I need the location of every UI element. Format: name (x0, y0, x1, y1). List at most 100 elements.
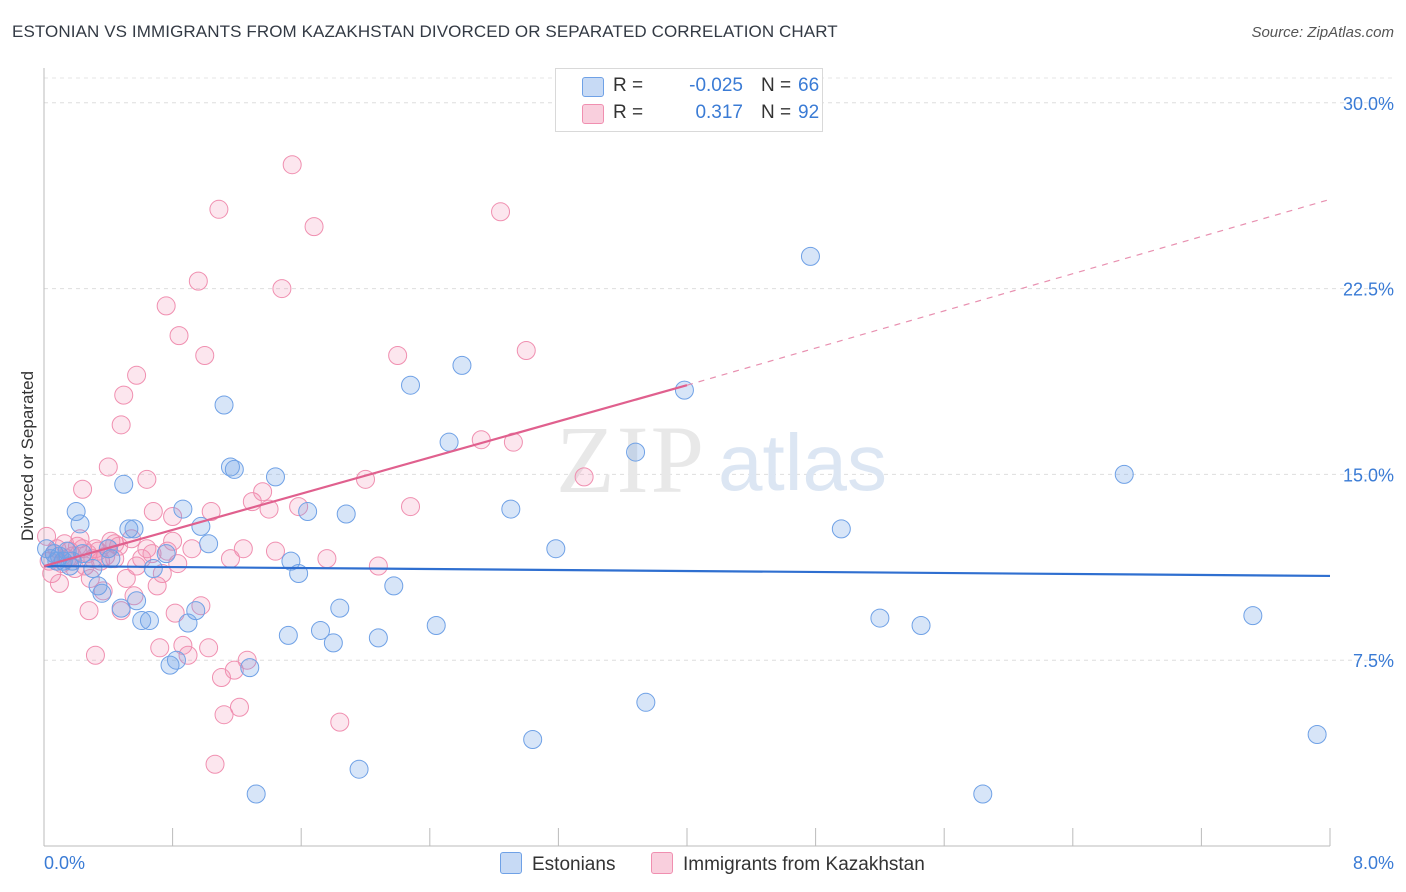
data-point-estonians (523, 729, 543, 749)
data-point-kazakhstan (114, 385, 134, 405)
data-point-kazakhstan (304, 217, 324, 237)
data-point-estonians (240, 658, 260, 678)
data-point-kazakhstan (229, 697, 249, 717)
data-point-kazakhstan (214, 705, 234, 725)
y-axis-label: Divorced or Separated (18, 371, 37, 541)
data-point-estonians (111, 598, 131, 618)
data-point-estonians (119, 519, 139, 539)
trend-line-kazakhstan-projection (686, 198, 1331, 386)
data-point-kazakhstan (156, 296, 176, 316)
data-point-estonians (156, 544, 176, 564)
data-point-kazakhstan (317, 549, 337, 569)
stats-legend: R = -0.025 N = 66 R = 0.317 N = 92 (555, 68, 823, 132)
y-tick-label: 22.5% (1343, 280, 1394, 300)
data-point-estonians (178, 613, 198, 633)
data-point-kazakhstan (205, 754, 225, 774)
data-point-estonians (224, 459, 244, 479)
data-point-estonians (384, 576, 404, 596)
data-point-kazakhstan (188, 271, 208, 291)
chart-source: Source: ZipAtlas.com (1251, 24, 1394, 41)
series-estonians-points (37, 246, 1327, 804)
legend-label-estonians: Estonians (532, 854, 616, 875)
data-point-estonians (114, 474, 134, 494)
data-point-estonians (143, 559, 163, 579)
legend-item-estonians[interactable]: Estonians (500, 852, 615, 876)
data-point-estonians (1307, 725, 1327, 745)
data-point-estonians (166, 650, 186, 670)
legend-n-value: 92 (798, 102, 820, 123)
data-point-estonians (70, 514, 90, 534)
data-point-estonians (127, 591, 147, 611)
watermark-atlas: atlas (718, 418, 887, 507)
gridlines (44, 77, 1394, 661)
data-point-estonians (139, 611, 159, 631)
data-point-kazakhstan (388, 345, 408, 365)
data-point-estonians (132, 611, 152, 631)
data-point-kazakhstan (209, 199, 229, 219)
data-point-kazakhstan (401, 497, 421, 517)
data-point-estonians (973, 784, 993, 804)
data-point-estonians (278, 625, 298, 645)
series-kazakhstan-points (37, 155, 594, 774)
data-point-kazakhstan (163, 531, 183, 551)
data-point-estonians (191, 516, 211, 536)
data-point-kazakhstan (253, 482, 273, 502)
y-tick-label: 7.5% (1353, 651, 1394, 671)
data-point-estonians (83, 559, 103, 579)
data-point-estonians (66, 502, 86, 522)
data-point-estonians (101, 549, 121, 569)
data-point-estonians (281, 551, 301, 571)
data-point-estonians (173, 499, 193, 519)
data-point-estonians (92, 583, 112, 603)
data-point-kazakhstan (150, 638, 170, 658)
data-point-kazakhstan (199, 638, 219, 658)
data-point-estonians (870, 608, 890, 628)
data-point-kazakhstan (165, 603, 185, 623)
data-point-kazakhstan (289, 497, 309, 517)
data-point-estonians (674, 380, 694, 400)
data-point-estonians (501, 499, 521, 519)
data-point-kazakhstan (152, 563, 172, 583)
data-point-estonians (626, 442, 646, 462)
legend-swatch-estonians (582, 77, 604, 97)
data-point-kazakhstan (224, 660, 244, 680)
tick-labels: 7.5% 15.0% 22.5% 30.0% 0.0% 8.0% (44, 94, 1394, 873)
data-point-kazakhstan (330, 712, 350, 732)
data-point-estonians (368, 628, 388, 648)
y-tick-label: 30.0% (1343, 94, 1394, 114)
data-point-estonians (186, 601, 206, 621)
data-point-kazakhstan (98, 457, 118, 477)
data-point-estonians (1243, 606, 1263, 626)
data-point-estonians (1114, 464, 1134, 484)
y-tick-label: 15.0% (1343, 465, 1394, 485)
data-point-estonians (439, 432, 459, 452)
legend-n-value: 66 (798, 75, 820, 96)
legend-r-value: 0.317 (695, 102, 743, 123)
data-point-kazakhstan (201, 502, 221, 522)
axes (43, 68, 1331, 847)
data-point-estonians (349, 759, 369, 779)
data-point-kazakhstan (124, 586, 144, 606)
data-point-estonians (124, 519, 144, 539)
data-point-estonians (800, 246, 820, 266)
legend-swatch-kazakhstan (582, 104, 604, 124)
data-point-kazakhstan (282, 155, 302, 175)
legend-r-label: R = (613, 102, 644, 123)
data-point-estonians (636, 692, 656, 712)
data-point-kazakhstan (574, 467, 594, 487)
data-point-estonians (401, 375, 421, 395)
data-point-kazakhstan (73, 479, 93, 499)
data-point-kazakhstan (142, 544, 162, 564)
data-point-estonians (214, 395, 234, 415)
data-point-estonians (911, 616, 931, 636)
data-point-kazakhstan (137, 469, 157, 489)
legend-item-kazakhstan[interactable]: Immigrants from Kazakhstan (651, 852, 925, 876)
data-point-estonians (199, 534, 219, 554)
data-point-kazakhstan (169, 326, 189, 346)
data-point-estonians (452, 355, 472, 375)
data-point-estonians (426, 616, 446, 636)
data-point-kazakhstan (491, 202, 511, 222)
data-point-estonians (831, 519, 851, 539)
data-point-kazakhstan (85, 645, 105, 665)
legend-r-label: R = (613, 75, 644, 96)
